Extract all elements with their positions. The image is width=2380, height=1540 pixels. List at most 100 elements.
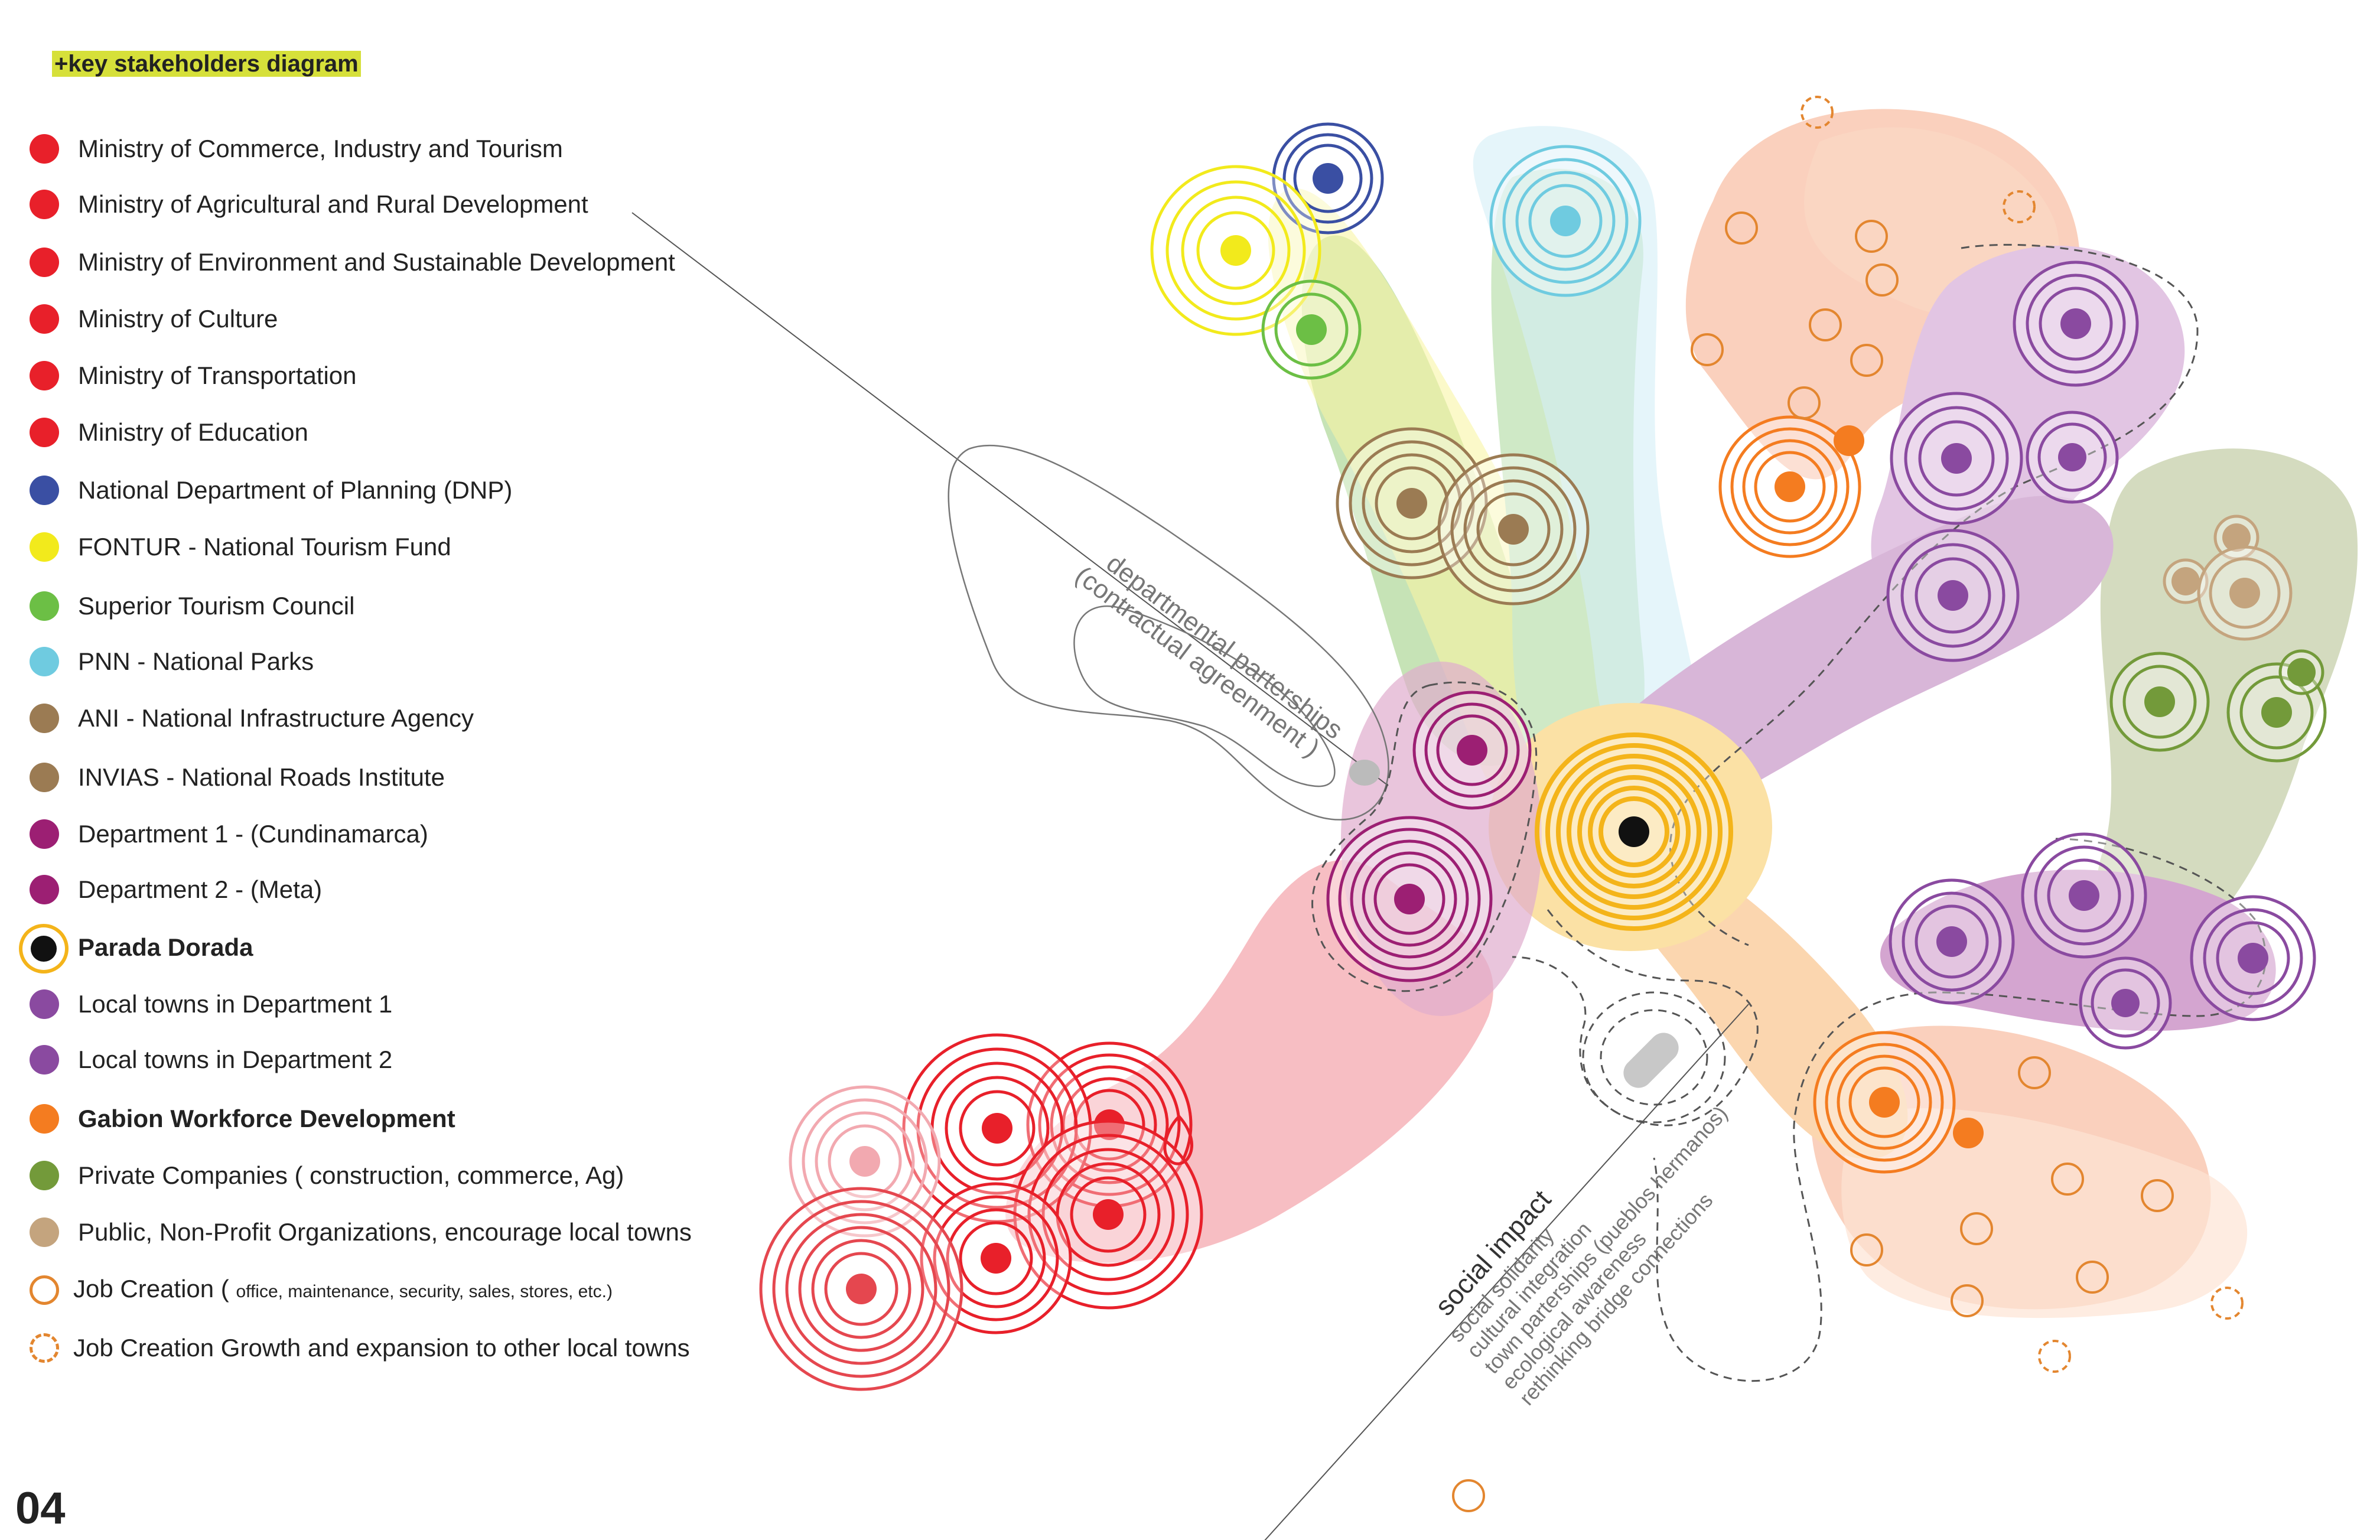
node-ring [785, 1213, 937, 1365]
node-core [2111, 989, 2140, 1017]
nonprofit-node-3 [2197, 545, 2293, 641]
legend-label: Ministry of Environment and Sustainable … [78, 245, 675, 280]
legend-label-text: Private Companies ( construction, commer… [78, 1161, 624, 1189]
legend-dot-icon [30, 248, 59, 277]
node-ring [1338, 828, 1481, 971]
node-ring [1730, 427, 1850, 546]
legend-dot-icon [30, 1045, 59, 1075]
node-ring [1476, 492, 1551, 566]
node-ring [1900, 543, 2005, 648]
dnp-node [1272, 122, 1384, 235]
node-core [2229, 578, 2260, 608]
legend-dot-icon [30, 819, 59, 849]
legend-label: INVIAS - National Roads Institute [78, 760, 445, 795]
node-core [849, 1146, 880, 1177]
ani-node [1336, 427, 1488, 579]
node-ring [811, 1239, 911, 1339]
legend-item: Gabion Workforce Development [0, 1101, 815, 1137]
node-core [1550, 206, 1581, 236]
node-ring [2034, 845, 2134, 946]
node-ring [1598, 796, 1669, 867]
legend-dashed-ring-icon [30, 1333, 59, 1363]
page-number: 04 [15, 1483, 66, 1534]
node-ring [1362, 453, 1462, 554]
legend-item: Job Creation Growth and expansion to oth… [0, 1330, 815, 1366]
legend-label-text: Department 2 - (Meta) [78, 875, 323, 903]
blue-area-center [1473, 126, 1705, 814]
node-core [2287, 658, 2316, 686]
yellow-area-center [1268, 188, 1588, 818]
node-core [2069, 880, 2099, 911]
node-ring [2091, 968, 2160, 1038]
node-core [846, 1274, 877, 1304]
impact-annotation: social impact social solidarity cultural… [1429, 1101, 1733, 1410]
node-core [2171, 567, 2200, 595]
node-ring [959, 1221, 1033, 1295]
legend-dot-icon [30, 1161, 59, 1190]
legend-label-text: Parada Dorada [78, 933, 253, 961]
legend-label-text: Superior Tourism Council [78, 592, 355, 620]
towns-dashed-boundary-1 [1669, 243, 2199, 946]
node-core [1313, 163, 1343, 194]
legend-label-text: ANI - National Infrastructure Agency [78, 704, 474, 732]
node-ring [933, 1195, 1059, 1321]
nonprofit-node-2 [2163, 558, 2209, 604]
legend-dot-icon [30, 190, 59, 219]
partnership-outline [948, 444, 1389, 821]
impact-dashed-ellipse-inner [1600, 1009, 1708, 1106]
legend-label-text: Ministry of Education [78, 418, 308, 446]
job-creation-ring-icon [1865, 263, 1899, 297]
legend-label: Ministry of Commerce, Industry and Touri… [78, 131, 563, 167]
legend-label-text: National Department of Planning (DNP) [78, 476, 513, 504]
node-ring [2203, 908, 2303, 1008]
parada-dorada-node [1535, 732, 1733, 931]
node-ring [1424, 702, 1520, 798]
node-core [1775, 471, 1805, 502]
impact-dashed-ellipse-outer [1582, 991, 1726, 1124]
gabion-node-4 [1953, 1118, 1984, 1148]
node-ring [1070, 1176, 1147, 1253]
node-core [1941, 443, 1972, 474]
department-dashed-boundary [1311, 681, 1538, 992]
node-core [2238, 943, 2268, 974]
node-ring [2037, 422, 2107, 492]
node-ring [1567, 764, 1701, 899]
legend-label: Ministry of Culture [78, 301, 278, 337]
node-ring [1915, 904, 1989, 979]
orange-area-bottom [1811, 1025, 2211, 1310]
node-ring [1350, 839, 1469, 959]
legend-item: INVIAS - National Roads Institute [0, 760, 815, 795]
legend-item: Ministry of Culture [0, 301, 815, 337]
legend-label: Superior Tourism Council [78, 588, 354, 624]
node-core [1834, 425, 1864, 456]
legend-label-text: Ministry of Commerce, Industry and Touri… [78, 135, 563, 162]
partnership-subtitle: (contractual agreenment ) [1070, 561, 1325, 763]
impact-dashed-loop [1512, 909, 1759, 1126]
legend-label: PNN - National Parks [78, 644, 314, 679]
legend-dot-icon [30, 134, 59, 164]
node-ring [1502, 158, 1629, 284]
impact-leader-line [1264, 1004, 1749, 1540]
orange-area-top [1685, 109, 2080, 480]
town-5-node [2021, 832, 2147, 959]
node-ring [1742, 439, 1838, 535]
legend-dot-icon [30, 361, 59, 390]
legend-item: FONTUR - National Tourism Fund [0, 529, 815, 565]
legend-label-text: Ministry of Transportation [78, 362, 357, 389]
node-ring [2122, 665, 2197, 739]
node-core [2060, 308, 2091, 339]
lightgreen-area-center [1491, 168, 1645, 805]
legend: Ministry of Commerce, Industry and Touri… [0, 0, 827, 1418]
node-ring [824, 1252, 898, 1326]
node-ring [959, 1090, 1036, 1167]
legend-item: PNN - National Parks [0, 644, 815, 679]
peach-area-bottom [1841, 1108, 2248, 1318]
private-node-3 [2278, 649, 2324, 695]
legend-item: Job Creation ( office, maintenance, secu… [0, 1272, 815, 1308]
legend-item: Private Companies ( construction, commer… [0, 1158, 815, 1193]
legend-label: Gabion Workforce Development [78, 1101, 455, 1137]
legend-label: National Department of Planning (DNP) [78, 473, 512, 508]
gabion-node-2 [1834, 425, 1864, 456]
node-ring [2216, 921, 2290, 995]
node-core [2222, 523, 2251, 552]
